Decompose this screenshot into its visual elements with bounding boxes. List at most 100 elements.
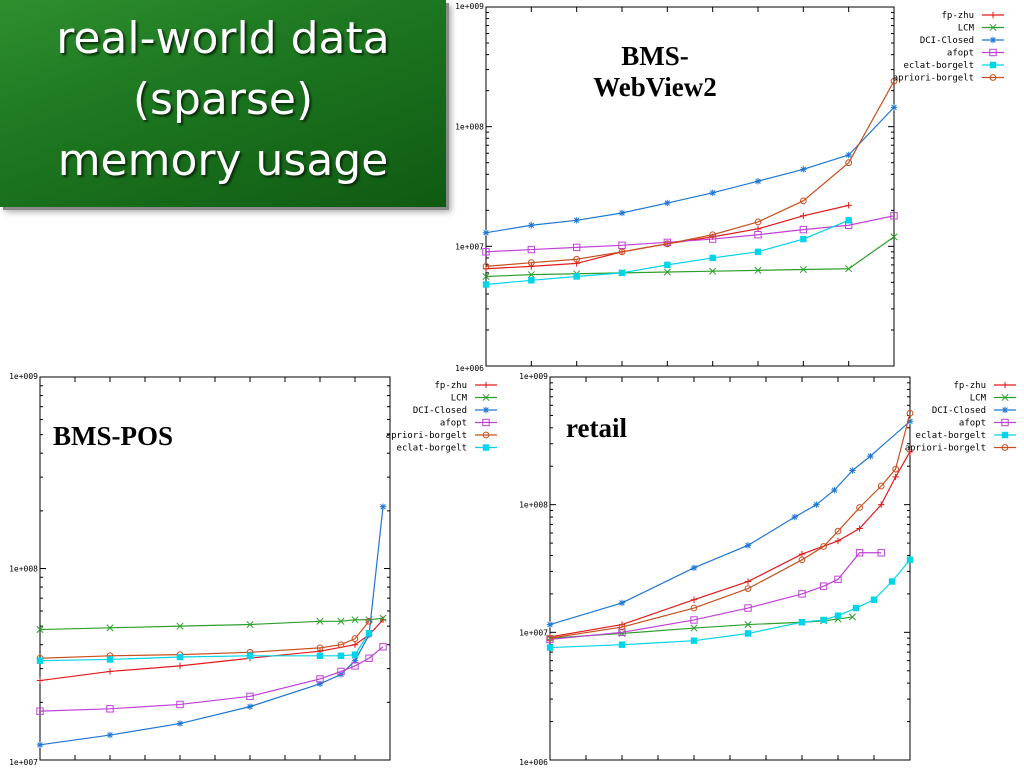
chart-title: WebView2 xyxy=(593,72,717,102)
y-tick-label: 1e+006 xyxy=(519,758,548,767)
series-line-afopt xyxy=(39,646,384,712)
data-point-afopt xyxy=(246,692,254,701)
data-point-apriori-borgelt xyxy=(799,197,807,205)
data-point-LCM xyxy=(527,271,535,279)
data-point-LCM xyxy=(690,624,698,632)
data-point-eclat-borgelt xyxy=(528,277,535,284)
data-point-apriori-borgelt xyxy=(906,409,914,417)
data-point-afopt xyxy=(351,662,359,670)
legend-marker-fp-zhu xyxy=(1001,381,1009,389)
data-point-DCI-Closed xyxy=(482,229,490,236)
series-line-DCI-Closed xyxy=(485,106,895,234)
data-point-apriori-borgelt xyxy=(709,231,717,239)
data-point-apriori-borgelt xyxy=(316,644,324,652)
data-point-eclat-borgelt xyxy=(546,644,554,651)
legend-label-fp-zhu: fp-zhu xyxy=(953,381,986,391)
data-point-DCI-Closed xyxy=(379,503,387,510)
data-point-LCM xyxy=(379,614,387,622)
y-tick-label: 1e+008 xyxy=(9,565,38,574)
data-point-LCM xyxy=(754,266,762,274)
data-point-LCM xyxy=(744,621,752,629)
series-line-LCM xyxy=(485,236,895,278)
data-point-LCM xyxy=(176,622,184,630)
chart-bms-pos-group: 1e+007 1e+008 1e+009 fp-zhu LCM DCI-Closed afo… xyxy=(9,372,497,767)
data-point-eclat-borgelt xyxy=(690,637,698,644)
data-point-LCM xyxy=(890,233,898,241)
series-line-LCM xyxy=(549,616,853,639)
data-point-apriori-borgelt xyxy=(834,527,842,535)
y-tick-label: 1e+009 xyxy=(9,372,38,381)
data-point-LCM xyxy=(106,624,114,632)
y-tick-label: 1e+007 xyxy=(519,628,548,637)
data-point-afopt xyxy=(176,700,184,709)
data-point-fp-zhu xyxy=(106,668,114,675)
data-point-eclat-borgelt xyxy=(888,578,896,585)
data-point-afopt xyxy=(690,616,698,624)
legend-label-apriori-borgelt: apriori-borgelt xyxy=(893,74,974,84)
data-point-DCI-Closed xyxy=(813,501,820,508)
data-point-fp-zhu xyxy=(878,501,885,508)
legend-marker-DCI-Closed xyxy=(989,36,997,44)
series-line-DCI-Closed xyxy=(549,420,911,626)
data-point-eclat-borgelt xyxy=(852,604,860,612)
data-point-DCI-Closed xyxy=(316,680,324,687)
data-point-LCM xyxy=(482,272,490,281)
data-point-eclat-borgelt xyxy=(798,619,806,626)
series-line-fp-zhu xyxy=(549,451,911,638)
data-point-DCI-Closed xyxy=(618,209,626,217)
data-point-DCI-Closed xyxy=(906,418,914,425)
data-point-apriori-borgelt xyxy=(618,248,626,256)
data-point-apriori-borgelt xyxy=(527,259,535,267)
data-point-fp-zhu xyxy=(856,525,863,532)
data-point-DCI-Closed xyxy=(573,217,580,224)
legend-label-apriori-borgelt: apriori-borgelt xyxy=(386,431,467,441)
legend-marker-LCM xyxy=(1001,393,1009,402)
data-point-apriori-borgelt xyxy=(573,255,581,263)
data-point-DCI-Closed xyxy=(528,222,535,229)
data-point-apriori-borgelt xyxy=(890,77,898,85)
chart-title: BMS-POS xyxy=(53,421,173,451)
legend-label-DCI-Closed: DCI-Closed xyxy=(920,36,974,46)
data-point-DCI-Closed xyxy=(791,513,798,521)
data-point-afopt xyxy=(754,231,762,239)
legend-marker-DCI-Closed xyxy=(482,406,490,414)
data-point-eclat-borgelt xyxy=(820,616,827,624)
data-point-eclat-borgelt xyxy=(176,653,184,661)
data-point-fp-zhu xyxy=(754,225,762,233)
data-point-LCM xyxy=(316,617,324,625)
data-point-apriori-borgelt xyxy=(798,556,806,564)
y-tick-label: 1e+007 xyxy=(455,242,484,251)
legend-marker-eclat-borgelt xyxy=(1001,431,1009,439)
data-point-fp-zhu xyxy=(744,578,752,585)
data-point-eclat-borgelt xyxy=(246,652,254,660)
data-point-eclat-borgelt xyxy=(337,652,345,660)
data-point-apriori-borgelt xyxy=(618,623,626,631)
data-point-eclat-borgelt xyxy=(834,612,842,619)
legend-marker-eclat-borgelt xyxy=(482,444,490,451)
legend-marker-LCM xyxy=(482,393,490,402)
data-point-eclat-borgelt xyxy=(316,652,324,660)
data-point-DCI-Closed xyxy=(106,731,114,739)
y-tick-label: 1e+009 xyxy=(455,2,484,11)
data-point-afopt xyxy=(365,654,373,662)
legend-label-eclat-borgelt: eclat-borgelt xyxy=(916,431,986,441)
data-point-DCI-Closed xyxy=(246,703,254,710)
data-point-afopt xyxy=(819,582,828,590)
data-point-LCM xyxy=(845,265,853,273)
data-point-fp-zhu xyxy=(351,641,359,648)
data-point-eclat-borgelt xyxy=(106,656,114,663)
legend-label-eclat-borgelt: eclat-borgelt xyxy=(904,61,974,71)
legend-marker-DCI-Closed xyxy=(1001,406,1009,414)
series-line-fp-zhu xyxy=(485,204,849,270)
series-line-apriori-borgelt xyxy=(549,413,911,639)
data-point-afopt xyxy=(546,635,554,644)
legend-label-afopt: afopt xyxy=(959,419,986,429)
legend-label-DCI-Closed: DCI-Closed xyxy=(413,406,467,416)
data-point-fp-zhu xyxy=(834,537,842,545)
y-tick-label: 1e+008 xyxy=(519,501,548,510)
legend-marker-afopt xyxy=(482,418,490,427)
data-point-afopt xyxy=(855,549,864,557)
data-point-DCI-Closed xyxy=(867,452,874,460)
data-point-afopt xyxy=(337,667,345,676)
